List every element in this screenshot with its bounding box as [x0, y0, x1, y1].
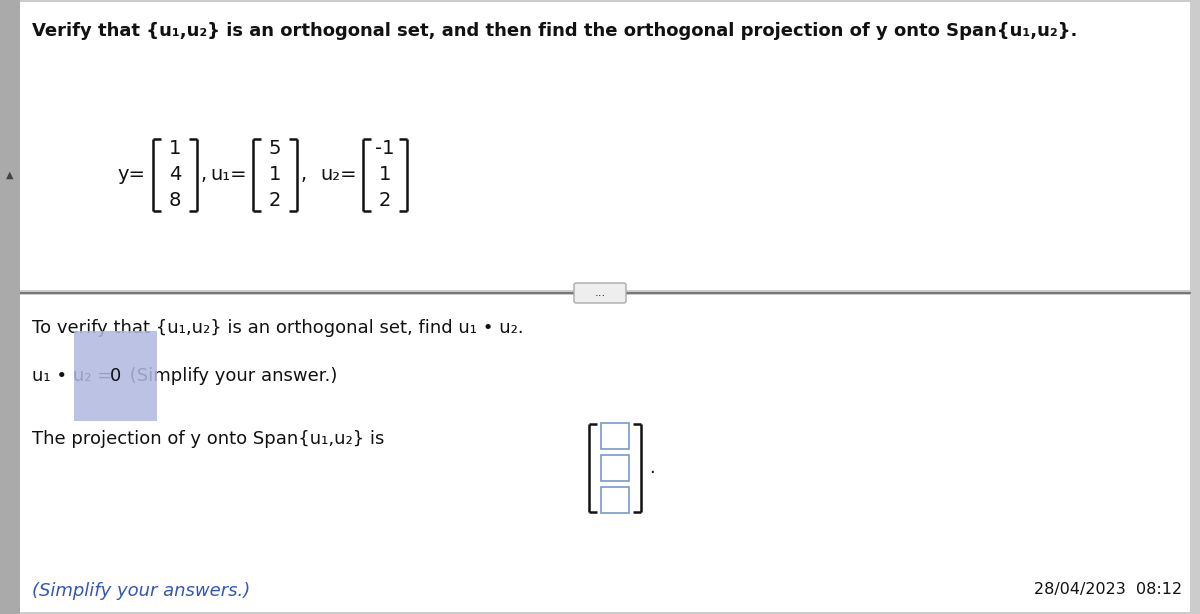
Text: u₁=: u₁=: [210, 166, 247, 184]
Text: 8: 8: [169, 192, 181, 211]
FancyBboxPatch shape: [601, 487, 629, 513]
Text: u₁ • u₂ =: u₁ • u₂ =: [32, 367, 118, 385]
Text: .: .: [649, 459, 655, 477]
FancyBboxPatch shape: [574, 283, 626, 303]
Text: (Simplify your answer.): (Simplify your answer.): [124, 367, 337, 385]
Text: ,: ,: [202, 166, 208, 184]
Text: (Simplify your answers.): (Simplify your answers.): [32, 582, 251, 600]
FancyBboxPatch shape: [601, 455, 629, 481]
Bar: [20, 2, 1190, 290]
Text: 1: 1: [169, 139, 181, 158]
Text: 5: 5: [269, 139, 281, 158]
Text: -1: -1: [376, 139, 395, 158]
Text: Verify that {u₁,u₂} is an orthogonal set, and then find the orthogonal projectio: Verify that {u₁,u₂} is an orthogonal set…: [32, 22, 1078, 40]
Text: To verify that {u₁,u₂} is an orthogonal set, find u₁ • u₂.: To verify that {u₁,u₂} is an orthogonal …: [32, 319, 523, 337]
Bar: [20, 295, 1190, 612]
Text: 28/04/2023  08:12: 28/04/2023 08:12: [1034, 582, 1182, 597]
Text: 4: 4: [169, 166, 181, 184]
Text: 0: 0: [110, 367, 121, 385]
Text: ▲: ▲: [6, 170, 13, 180]
FancyBboxPatch shape: [601, 423, 629, 449]
Text: The projection of y onto Span{u₁,u₂} is: The projection of y onto Span{u₁,u₂} is: [32, 430, 384, 448]
Text: ,: ,: [301, 166, 307, 184]
Text: u₂=: u₂=: [320, 166, 358, 184]
Text: 2: 2: [379, 192, 391, 211]
Text: 1: 1: [269, 166, 281, 184]
Text: y=: y=: [118, 166, 145, 184]
Text: 2: 2: [269, 192, 281, 211]
Text: ...: ...: [594, 287, 606, 300]
Bar: [0, 0, 20, 614]
Text: 1: 1: [379, 166, 391, 184]
